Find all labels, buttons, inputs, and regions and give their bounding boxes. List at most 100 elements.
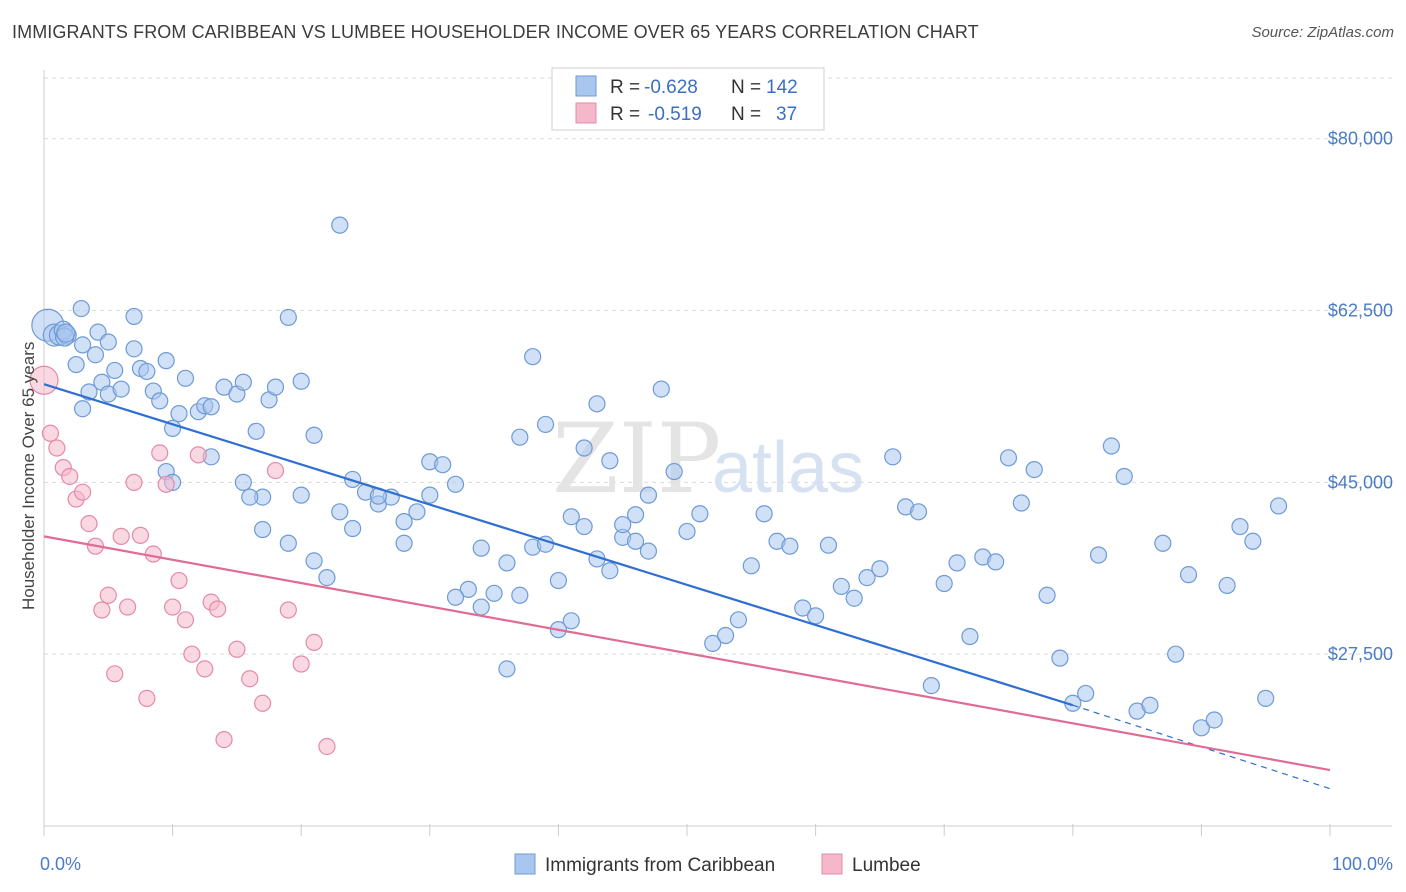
x-tick-label-1: 100.0%: [1332, 854, 1393, 874]
caribbean-point-34: [234, 373, 252, 391]
caribbean-point-47: [292, 486, 310, 504]
caribbean-point-117: [922, 676, 940, 695]
lumbee-point-34: [292, 655, 310, 673]
caribbean-point-62: [485, 584, 503, 602]
caribbean-point-101: [716, 626, 735, 645]
caribbean-point-83: [472, 598, 490, 616]
lumbee-point-12: [112, 527, 130, 545]
caribbean-point-43: [234, 473, 252, 491]
caribbean-point-60: [459, 580, 477, 598]
legend-r-label-2: R =: [610, 104, 640, 125]
stats-legend-box: [551, 67, 825, 131]
caribbean-point-71: [601, 562, 619, 580]
axes: [43, 70, 1392, 836]
lumbee-point-6: [73, 483, 92, 501]
lumbee-point-33: [279, 601, 297, 619]
caribbean-point-112: [858, 568, 876, 587]
caribbean-point-35: [247, 422, 265, 440]
caribbean-point-94: [626, 506, 645, 524]
caribbean-point-129: [1077, 684, 1095, 703]
y-tick-label-2: $62,500: [1328, 301, 1393, 321]
caribbean-point-24: [151, 392, 169, 410]
caribbean-point-84: [498, 660, 516, 678]
caribbean-point-135: [1154, 534, 1172, 552]
caribbean-point-12: [106, 361, 124, 380]
caribbean-point-77: [331, 216, 349, 234]
caribbean-point-8: [73, 336, 92, 354]
source-credit: Source: ZipAtlas.com: [1251, 24, 1394, 41]
caribbean-point-137: [1179, 566, 1198, 584]
legend-n-value-2: 37: [776, 104, 797, 125]
caribbean-point-138: [1192, 719, 1211, 737]
series-label-lumbee: Lumbee: [852, 855, 921, 876]
caribbean-point-141: [1231, 517, 1249, 536]
caribbean-point-6: [56, 323, 76, 343]
lumbee-point-9: [93, 601, 111, 619]
caribbean-point-81: [421, 486, 439, 504]
lumbee-point-20: [164, 598, 182, 616]
caribbean-point-110: [832, 577, 850, 596]
caribbean-point-97: [665, 462, 683, 481]
lumbee-point-2: [48, 439, 66, 457]
lumbee-point-22: [176, 611, 195, 629]
lumbee-point-1: [41, 424, 60, 442]
lumbee-point-15: [131, 526, 150, 544]
caribbean-point-100: [704, 634, 722, 652]
caribbean-point-7: [67, 355, 85, 374]
caribbean-point-123: [999, 449, 1018, 467]
trend-lines: [43, 383, 1331, 790]
caribbean-point-122: [987, 553, 1005, 571]
lumbee-point-16: [138, 689, 156, 707]
caribbean-point-14: [72, 299, 90, 318]
caribbean-point-31: [202, 398, 220, 416]
caribbean-point-56: [408, 503, 426, 521]
caribbean-point-26: [164, 419, 182, 437]
stats-legend: R = -0.628 N = 142 R = -0.519 N = 37: [551, 67, 825, 131]
chart-title: IMMIGRANTS FROM CARIBBEAN VS LUMBEE HOUS…: [12, 22, 979, 42]
caribbean-point-45: [254, 520, 272, 539]
caribbean-point-142: [1244, 532, 1262, 550]
y-tick-labels: $27,500 $45,000 $62,500 $80,000: [1328, 129, 1393, 664]
caribbean-point-111: [845, 589, 863, 607]
legend-r-label-1: R =: [610, 77, 640, 98]
caribbean-point-75: [292, 372, 310, 390]
y-tick-label-1: $45,000: [1328, 472, 1393, 492]
caribbean-point-37: [266, 378, 285, 396]
lumbee-point-27: [209, 600, 227, 618]
caribbean-point-114: [884, 448, 902, 466]
caribbean-point-125: [1025, 461, 1043, 479]
lumbee-point-29: [228, 640, 246, 658]
x-tick-label-0: 0.0%: [40, 854, 81, 874]
caribbean-point-9: [86, 346, 105, 364]
caribbean-point-64: [511, 586, 529, 604]
caribbean-point-99: [691, 505, 709, 523]
caribbean-point-48: [305, 552, 323, 570]
lumbee-point-31: [254, 694, 272, 712]
caribbean-point-89: [562, 612, 580, 630]
lumbee-point-24: [189, 446, 207, 464]
caribbean-point-98: [678, 522, 696, 541]
lumbee-point-21: [170, 571, 188, 590]
caribbean-point-69: [575, 517, 593, 536]
caribbean-point-113: [871, 560, 889, 578]
legend-r-value-2: -0.519: [648, 104, 702, 125]
y-tick-label-0: $27,500: [1328, 644, 1393, 664]
watermark-zip: ZIP: [552, 403, 721, 515]
caribbean-point-61: [472, 539, 490, 557]
data-points: [29, 216, 1288, 756]
lumbee-point-19: [157, 475, 175, 493]
caribbean-point-107: [794, 599, 812, 617]
lumbee-point-35: [305, 633, 323, 652]
caribbean-point-93: [614, 515, 632, 534]
caribbean-point-82: [446, 588, 465, 606]
lumbee-point-25: [196, 660, 214, 678]
caribbean-point-109: [819, 536, 838, 554]
watermark-atlas: atlas: [712, 428, 864, 508]
caribbean-point-18: [112, 380, 130, 398]
caribbean-point-59: [446, 475, 465, 493]
caribbean-point-108: [806, 607, 825, 625]
series-swatch-lumbee: [821, 853, 843, 875]
lumbee-point-36: [318, 737, 336, 756]
lumbee-point-32: [266, 461, 285, 480]
caribbean-point-132: [1115, 467, 1133, 486]
